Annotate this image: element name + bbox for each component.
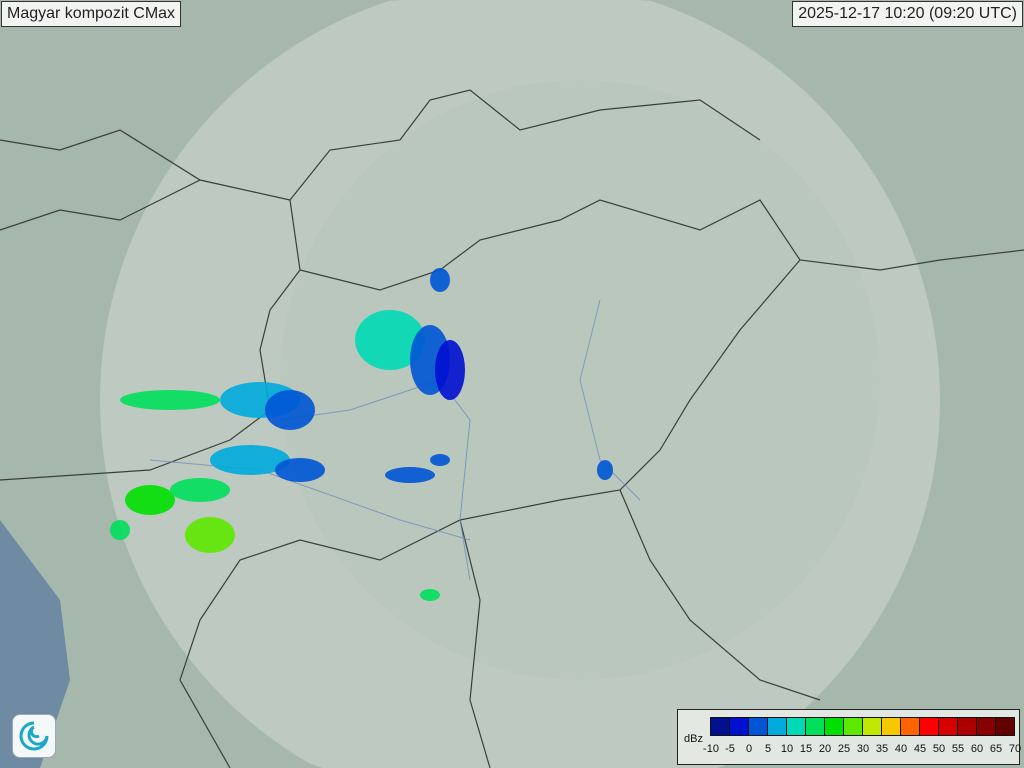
radar-echo — [430, 268, 450, 292]
legend-swatch — [882, 718, 901, 735]
legend-unit: dBz — [684, 733, 703, 745]
radar-echo — [185, 517, 235, 553]
radar-echo — [120, 390, 220, 410]
legend-swatch — [863, 718, 882, 735]
radar-echo — [435, 340, 465, 400]
radar-echo — [275, 458, 325, 482]
legend-tick: 0 — [745, 743, 753, 755]
radar-echo — [420, 589, 440, 601]
legend-tick: 30 — [856, 743, 870, 755]
legend-swatch — [787, 718, 806, 735]
legend-tick: 25 — [837, 743, 851, 755]
legend-tick: 20 — [818, 743, 832, 755]
legend-tick: -10 — [703, 743, 719, 755]
legend-tick: 10 — [780, 743, 794, 755]
legend-tick: 55 — [951, 743, 965, 755]
swirl-logo-icon — [19, 721, 49, 751]
legend-swatch — [806, 718, 825, 735]
legend-swatch — [939, 718, 958, 735]
legend-swatch — [996, 718, 1014, 735]
legend-tick: 45 — [913, 743, 927, 755]
legend-tick: 70 — [1008, 743, 1022, 755]
radar-coverage-area — [100, 0, 940, 768]
radar-echo — [210, 445, 290, 475]
legend-swatch — [730, 718, 749, 735]
legend-swatch — [958, 718, 977, 735]
legend-tick: -5 — [725, 743, 735, 755]
timestamp: 2025-12-17 10:20 (09:20 UTC) — [792, 1, 1023, 27]
legend-swatch — [920, 718, 939, 735]
legend-swatch — [844, 718, 863, 735]
legend-tick: 5 — [764, 743, 772, 755]
radar-echo — [355, 310, 425, 370]
rivers — [149, 299, 641, 581]
legend-swatch — [825, 718, 844, 735]
radar-echo — [110, 520, 130, 540]
legend-tick: 15 — [799, 743, 813, 755]
radar-echo — [385, 467, 435, 483]
legend-tick: 65 — [989, 743, 1003, 755]
dbz-legend: dBz -10 -5 0 5 10 15 20 25 30 35 40 45 50 55 60 65 70 — [677, 709, 1022, 765]
legend-swatch — [768, 718, 787, 735]
legend-tick: 35 — [875, 743, 889, 755]
legend-tick: 40 — [894, 743, 908, 755]
legend-swatch — [901, 718, 920, 735]
radar-echo — [170, 478, 230, 502]
met-service-logo — [12, 714, 56, 758]
map-title: Magyar kompozit CMax — [1, 1, 182, 27]
radar-echo — [265, 390, 315, 430]
radar-echo — [125, 485, 175, 515]
legend-swatch — [749, 718, 768, 735]
legend-tick: 60 — [970, 743, 984, 755]
precipitation-echoes — [110, 268, 613, 601]
adriatic-sea — [0, 520, 70, 768]
legend-tick: 50 — [932, 743, 946, 755]
radar-echo — [597, 460, 613, 480]
radar-echo — [430, 454, 450, 466]
legend-color-bar — [710, 717, 1015, 736]
legend-swatch — [711, 718, 730, 735]
legend-swatch — [977, 718, 996, 735]
